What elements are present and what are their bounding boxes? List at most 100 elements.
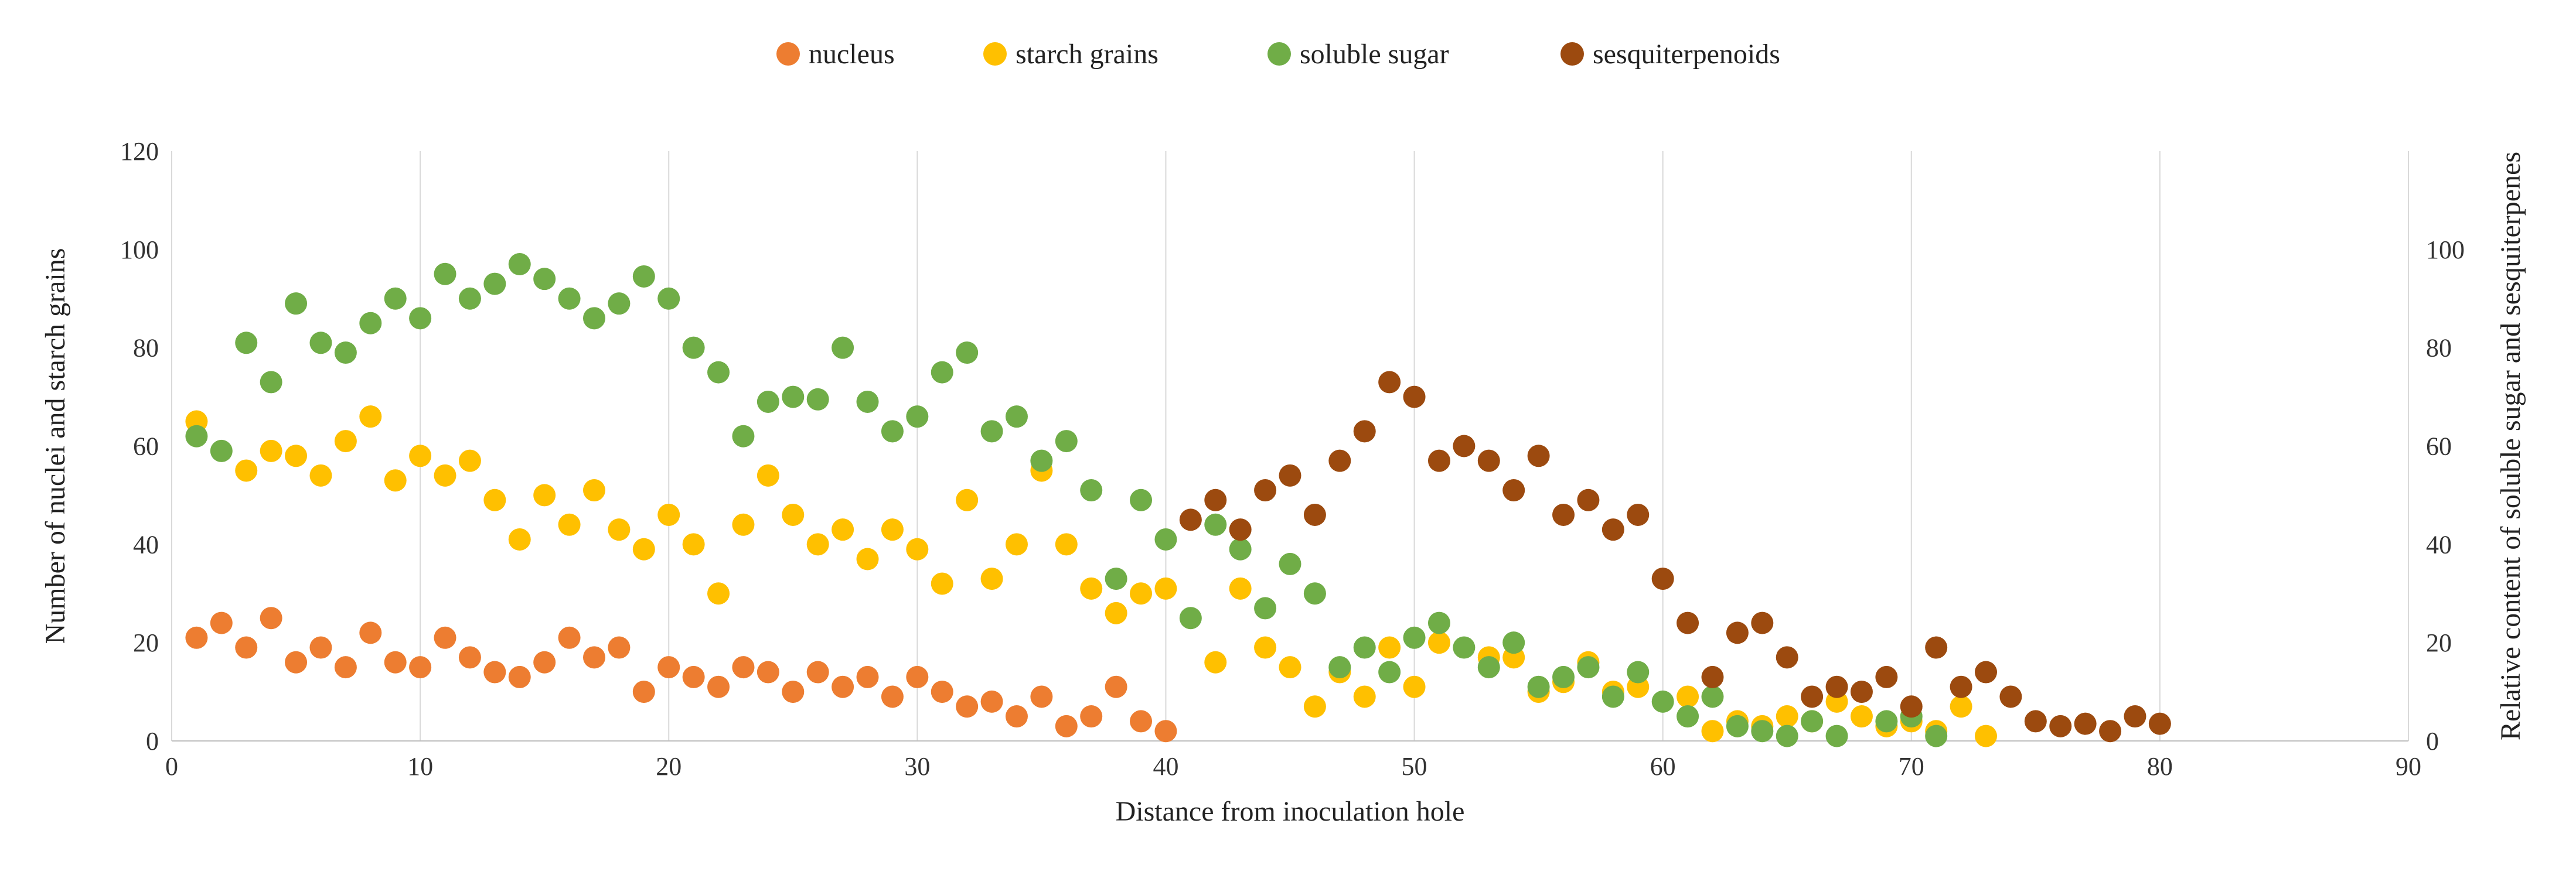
y-right-tick-label: 40 xyxy=(2426,530,2452,559)
data-point-starch-grains xyxy=(1055,533,1078,556)
data-point-starch-grains xyxy=(1353,685,1376,708)
data-point-sesquiterpenoids xyxy=(1527,445,1550,467)
data-point-soluble-sugar xyxy=(1875,710,1898,733)
data-point-nucleus xyxy=(856,665,879,688)
data-point-nucleus xyxy=(458,646,481,669)
data-point-sesquiterpenoids xyxy=(1651,568,1674,590)
data-point-soluble-sugar xyxy=(1130,488,1153,511)
y-left-tick-label: 40 xyxy=(133,530,159,559)
data-point-nucleus xyxy=(434,626,456,649)
data-point-nucleus xyxy=(757,661,779,684)
y-right-tick-label: 100 xyxy=(2426,235,2465,264)
data-point-sesquiterpenoids xyxy=(1801,685,1824,708)
data-point-starch-grains xyxy=(1105,602,1127,624)
data-point-starch-grains xyxy=(434,464,456,487)
data-point-soluble-sugar xyxy=(757,390,779,413)
data-point-soluble-sugar xyxy=(185,425,208,447)
legend-label-nucleus: nucleus xyxy=(809,39,895,70)
x-tick-labels: 0 10 20 30 40 50 60 70 80 90 xyxy=(165,752,2421,781)
data-point-starch-grains xyxy=(533,484,556,507)
data-point-starch-grains xyxy=(1303,695,1326,718)
data-point-soluble-sugar xyxy=(1055,430,1078,453)
data-point-soluble-sugar xyxy=(1105,568,1127,590)
data-point-soluble-sugar xyxy=(1726,715,1749,737)
data-point-starch-grains xyxy=(806,533,829,556)
data-point-sesquiterpenoids xyxy=(1701,665,1724,688)
data-point-sesquiterpenoids xyxy=(2148,712,2171,735)
y-right-axis-title: Relative content of soluble sugar and se… xyxy=(2495,152,2526,740)
data-point-soluble-sugar xyxy=(309,332,332,354)
data-point-soluble-sugar xyxy=(1651,690,1674,713)
data-point-starch-grains xyxy=(483,488,506,511)
data-point-nucleus xyxy=(1055,715,1078,737)
data-point-sesquiterpenoids xyxy=(1453,435,1476,457)
data-point-soluble-sugar xyxy=(409,307,432,330)
data-point-sesquiterpenoids xyxy=(2024,710,2047,733)
data-point-soluble-sugar xyxy=(1776,725,1798,747)
data-point-soluble-sugar xyxy=(707,361,730,384)
data-point-soluble-sugar xyxy=(980,420,1003,443)
y-left-tick-label: 100 xyxy=(120,235,159,264)
data-point-soluble-sugar xyxy=(782,385,805,408)
data-point-soluble-sugar xyxy=(359,312,382,334)
data-point-soluble-sugar xyxy=(956,341,979,364)
legend-item-sesquiterpenoids: sesquiterpenoids xyxy=(1560,39,1780,70)
data-point-starch-grains xyxy=(832,518,854,541)
data-point-soluble-sugar xyxy=(582,307,605,330)
data-point-nucleus xyxy=(285,651,308,674)
data-point-soluble-sugar xyxy=(384,287,407,310)
data-point-soluble-sugar xyxy=(558,287,581,310)
x-tick-label: 60 xyxy=(1650,752,1676,781)
legend-item-starch-grains: starch grains xyxy=(983,39,1158,70)
data-point-starch-grains xyxy=(458,449,481,472)
data-point-nucleus xyxy=(1154,720,1177,743)
data-point-starch-grains xyxy=(1950,695,1972,718)
data-point-starch-grains xyxy=(707,582,730,605)
data-point-sesquiterpenoids xyxy=(1627,503,1650,526)
y-left-tick-label: 0 xyxy=(146,727,159,756)
data-point-soluble-sugar xyxy=(533,268,556,291)
data-point-starch-grains xyxy=(931,572,953,595)
data-point-soluble-sugar xyxy=(1552,665,1575,688)
data-point-sesquiterpenoids xyxy=(1875,665,1898,688)
data-point-sesquiterpenoids xyxy=(1900,695,1923,718)
data-point-nucleus xyxy=(1030,685,1053,708)
y-right-tick-labels: 0 20 40 60 80 100 xyxy=(2426,235,2465,756)
data-point-sesquiterpenoids xyxy=(1825,675,1848,698)
data-point-soluble-sugar xyxy=(632,265,655,288)
x-tick-label: 40 xyxy=(1153,752,1178,781)
data-point-soluble-sugar xyxy=(210,439,233,462)
data-point-soluble-sugar xyxy=(1080,479,1103,502)
data-point-soluble-sugar xyxy=(508,253,531,276)
series-soluble-sugar xyxy=(185,253,1948,747)
data-point-nucleus xyxy=(384,651,407,674)
data-point-starch-grains xyxy=(906,538,929,561)
data-point-starch-grains xyxy=(1254,636,1277,659)
data-point-nucleus xyxy=(533,651,556,674)
legend-label-starch-grains: starch grains xyxy=(1016,39,1158,70)
y-left-tick-label: 120 xyxy=(120,137,159,166)
data-point-nucleus xyxy=(881,685,904,708)
data-point-starch-grains xyxy=(235,459,258,482)
data-point-starch-grains xyxy=(881,518,904,541)
x-axis-title: Distance from inoculation hole xyxy=(1116,796,1465,827)
data-point-starch-grains xyxy=(1154,577,1177,600)
data-point-sesquiterpenoids xyxy=(1279,464,1301,487)
data-point-starch-grains xyxy=(1701,720,1724,743)
data-point-nucleus xyxy=(1130,710,1153,733)
data-point-soluble-sugar xyxy=(260,371,282,394)
data-point-soluble-sugar xyxy=(1925,725,1948,747)
legend-item-nucleus: nucleus xyxy=(776,39,895,70)
data-point-nucleus xyxy=(707,675,730,698)
series-nucleus xyxy=(185,607,1177,743)
data-point-nucleus xyxy=(260,607,282,630)
data-point-starch-grains xyxy=(1677,685,1699,708)
data-point-soluble-sugar xyxy=(1577,656,1600,679)
data-point-nucleus xyxy=(732,656,755,679)
data-point-soluble-sugar xyxy=(1502,631,1525,654)
y-right-tick-label: 0 xyxy=(2426,727,2439,756)
data-point-soluble-sugar xyxy=(1179,607,1202,630)
data-point-nucleus xyxy=(334,656,357,679)
y-left-tick-label: 20 xyxy=(133,628,159,657)
